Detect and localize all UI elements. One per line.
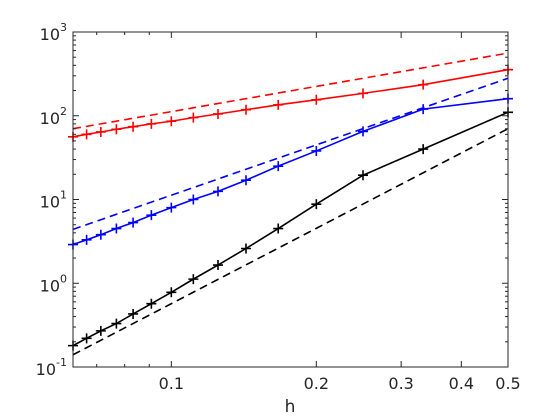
series-0-point-8 [166, 116, 177, 127]
x-tick-label: 0.5 [495, 374, 520, 393]
series-0-point-5 [240, 104, 251, 115]
y-tick-label: 10-1 [36, 356, 67, 379]
series-2-point-11 [111, 223, 122, 234]
series-4-point-4 [273, 223, 284, 234]
series-0-point-6 [213, 108, 223, 119]
y-tick-label: 102 [40, 105, 67, 128]
series-2-point-13 [81, 234, 92, 245]
series-layer [68, 52, 513, 356]
series-2-point-12 [95, 229, 106, 240]
series-0-point-2 [358, 88, 368, 99]
series-2-point-4 [273, 161, 284, 172]
y-tick-label: 103 [40, 21, 67, 44]
series-0-point-3 [311, 94, 322, 105]
plot-area [73, 32, 508, 367]
series-0-point-10 [128, 121, 139, 132]
series-0-point-13 [81, 129, 92, 140]
series-4-point-1 [418, 144, 429, 155]
x-tick-label: 0.2 [304, 374, 329, 393]
series-0-point-4 [273, 99, 284, 110]
series-2-point-3 [311, 145, 322, 156]
series-4-point-12 [95, 325, 106, 336]
y-tick-label: 101 [40, 189, 67, 212]
series-2-point-6 [213, 186, 223, 197]
series-4-point-2 [358, 170, 368, 181]
series-0-point-7 [188, 112, 199, 123]
series-4-point-10 [128, 308, 139, 319]
series-line-5 [72, 128, 509, 356]
series-2-point-5 [240, 175, 251, 186]
series-4-point-11 [111, 318, 122, 329]
series-2-point-8 [166, 202, 177, 213]
series-4-point-3 [311, 199, 322, 210]
y-tick-label: 100 [40, 272, 67, 295]
series-0-point-1 [418, 79, 429, 90]
x-axis-label: h [285, 397, 296, 417]
series-4-point-5 [240, 243, 251, 254]
series-line-1 [72, 52, 509, 130]
series-2-point-2 [358, 126, 368, 137]
series-2-point-7 [188, 194, 199, 205]
series-4-point-8 [166, 287, 177, 298]
x-tick-label: 0.4 [449, 374, 474, 393]
series-4-point-6 [213, 260, 223, 271]
series-4-point-13 [81, 333, 92, 344]
series-line-3 [72, 77, 509, 231]
series-2-point-10 [128, 217, 139, 228]
series-0-point-11 [111, 124, 122, 135]
x-tick-label: 0.1 [159, 374, 184, 393]
series-0-point-12 [95, 126, 106, 137]
x-tick-label: 0.3 [388, 374, 413, 393]
series-4-point-7 [188, 274, 199, 285]
series-4-point-9 [146, 298, 157, 309]
series-2-point-9 [146, 210, 157, 221]
series-0-point-9 [146, 118, 157, 129]
